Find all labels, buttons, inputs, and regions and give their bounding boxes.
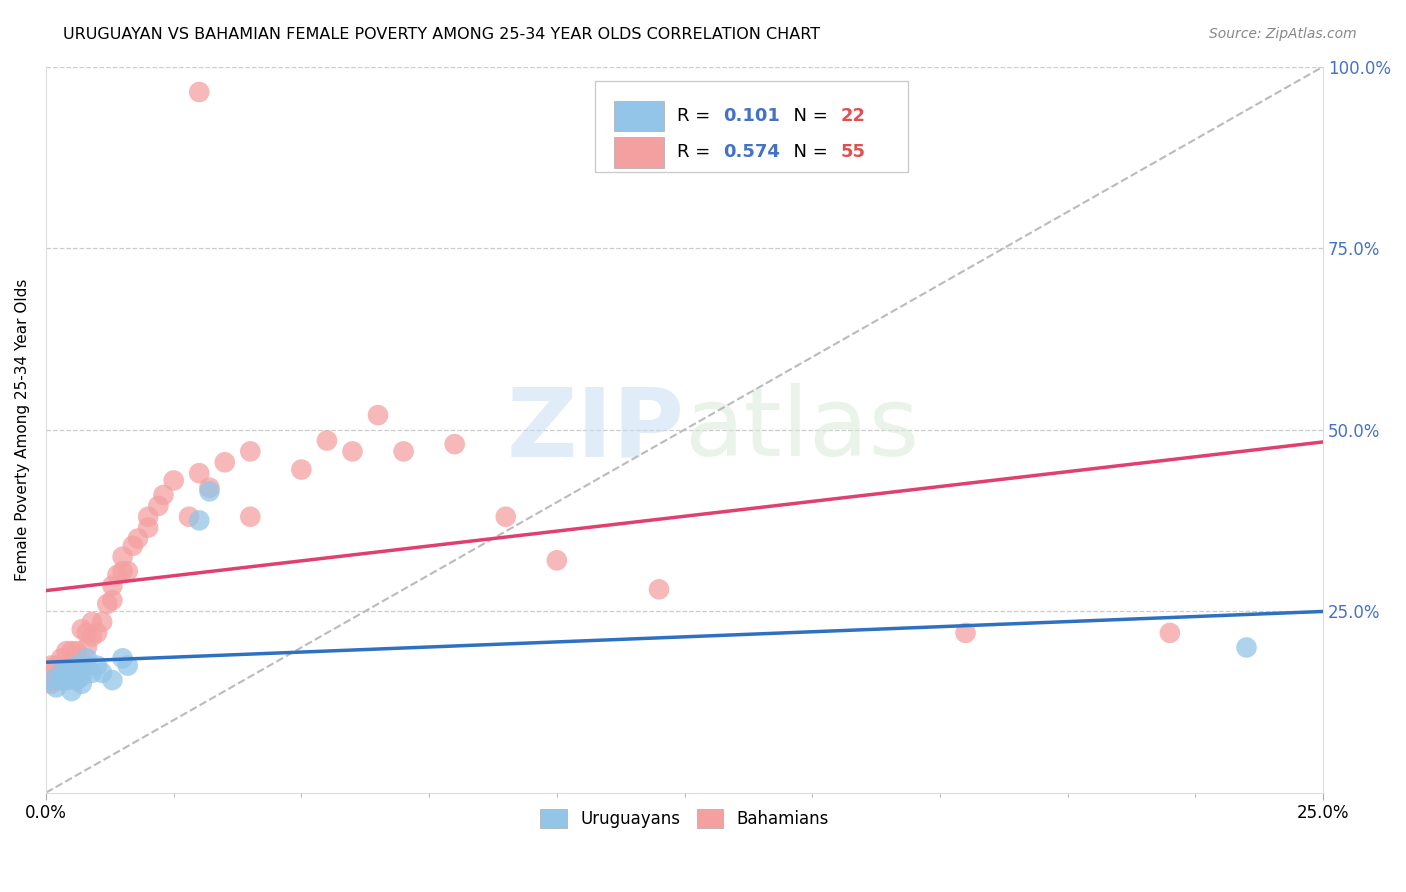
Point <box>51 665 73 680</box>
Point <box>80 630 103 644</box>
Point <box>316 434 339 448</box>
Point <box>546 553 568 567</box>
Point <box>45 658 67 673</box>
Point <box>198 484 221 499</box>
Point <box>45 673 67 687</box>
Text: 0.574: 0.574 <box>723 144 780 161</box>
Point <box>188 513 211 527</box>
Point <box>443 437 465 451</box>
Text: Source: ZipAtlas.com: Source: ZipAtlas.com <box>1209 27 1357 41</box>
Point <box>198 481 221 495</box>
Point <box>342 444 364 458</box>
Point <box>1159 626 1181 640</box>
Point <box>111 564 134 578</box>
Text: N =: N = <box>782 144 834 161</box>
Point <box>136 521 159 535</box>
Point <box>65 644 87 658</box>
Point <box>111 651 134 665</box>
Point <box>55 673 77 687</box>
Point <box>70 669 93 683</box>
Point <box>177 509 200 524</box>
Point <box>367 408 389 422</box>
Point <box>65 658 87 673</box>
Point <box>86 658 108 673</box>
Point <box>51 673 73 687</box>
Point <box>76 626 98 640</box>
Point <box>96 597 118 611</box>
Point <box>955 626 977 640</box>
Point <box>101 673 124 687</box>
Point <box>392 444 415 458</box>
Point <box>51 665 73 680</box>
Point <box>45 681 67 695</box>
Point <box>76 658 98 673</box>
Point <box>60 669 83 683</box>
Point <box>65 658 87 673</box>
Point <box>55 662 77 676</box>
Point <box>60 658 83 673</box>
Point <box>55 665 77 680</box>
Point <box>70 622 93 636</box>
Point <box>152 488 174 502</box>
Point <box>648 582 671 597</box>
Point <box>70 677 93 691</box>
Point <box>76 640 98 655</box>
Point <box>65 673 87 687</box>
Text: 0.101: 0.101 <box>723 107 780 125</box>
Text: R =: R = <box>676 144 716 161</box>
Point <box>127 532 149 546</box>
Text: 22: 22 <box>841 107 865 125</box>
Point <box>188 466 211 480</box>
Point <box>55 644 77 658</box>
Point <box>188 85 211 99</box>
Point <box>101 579 124 593</box>
Point <box>51 673 73 687</box>
Text: R =: R = <box>676 107 716 125</box>
Point <box>80 615 103 629</box>
Point <box>51 651 73 665</box>
Y-axis label: Female Poverty Among 25-34 Year Olds: Female Poverty Among 25-34 Year Olds <box>15 278 30 581</box>
Point <box>1236 640 1258 655</box>
Point <box>39 677 62 691</box>
Point <box>101 593 124 607</box>
Point <box>60 665 83 680</box>
Text: URUGUAYAN VS BAHAMIAN FEMALE POVERTY AMONG 25-34 YEAR OLDS CORRELATION CHART: URUGUAYAN VS BAHAMIAN FEMALE POVERTY AMO… <box>63 27 820 42</box>
Point <box>163 474 186 488</box>
Point <box>91 615 114 629</box>
Point <box>70 658 93 673</box>
Point <box>39 673 62 687</box>
Text: 55: 55 <box>841 144 865 161</box>
Point <box>60 644 83 658</box>
Point <box>214 455 236 469</box>
Point <box>55 673 77 687</box>
Point <box>117 658 139 673</box>
Point <box>86 626 108 640</box>
Point <box>495 509 517 524</box>
Point <box>239 509 262 524</box>
Point <box>65 673 87 687</box>
Text: atlas: atlas <box>685 384 920 476</box>
Point <box>136 509 159 524</box>
Point <box>91 665 114 680</box>
Point <box>39 658 62 673</box>
Point <box>107 567 129 582</box>
Text: N =: N = <box>782 107 834 125</box>
Point <box>148 499 170 513</box>
Text: ZIP: ZIP <box>506 384 685 476</box>
Point <box>239 444 262 458</box>
Point <box>111 549 134 564</box>
Point <box>76 651 98 665</box>
Point <box>80 665 103 680</box>
FancyBboxPatch shape <box>595 81 908 172</box>
FancyBboxPatch shape <box>614 137 664 168</box>
Point <box>60 684 83 698</box>
Point <box>117 564 139 578</box>
Point <box>290 462 312 476</box>
Legend: Uruguayans, Bahamians: Uruguayans, Bahamians <box>533 803 835 835</box>
FancyBboxPatch shape <box>614 101 664 131</box>
Point <box>121 539 143 553</box>
